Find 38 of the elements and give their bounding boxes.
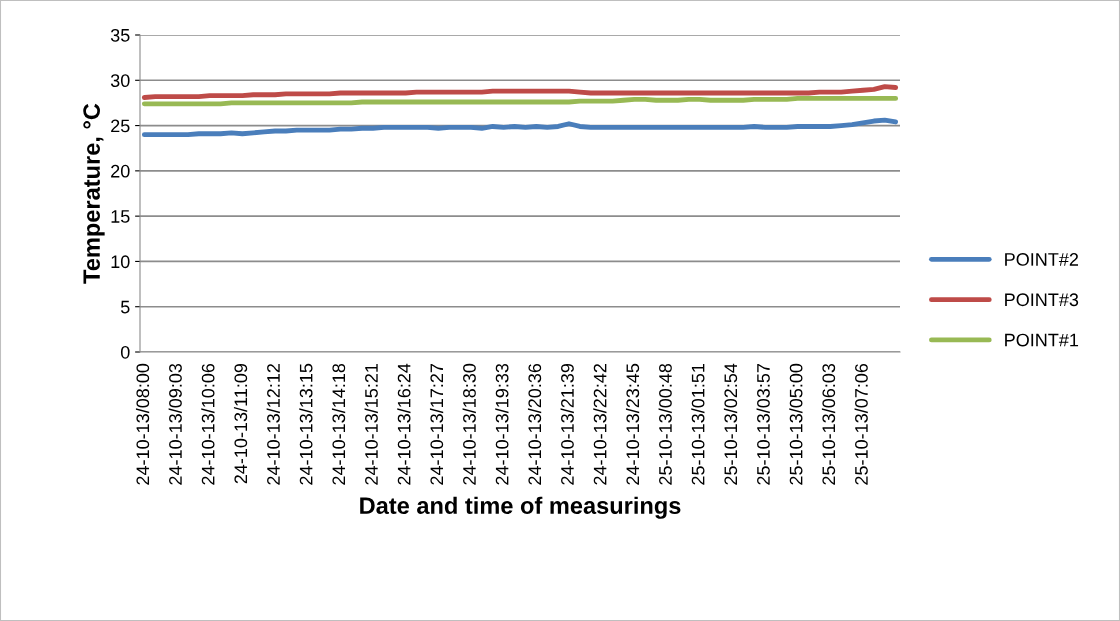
- x-tick-label: 24-10-13/23:45: [625, 363, 640, 485]
- line-series: [141, 117, 899, 138]
- x-tick-label: 24-10-13/18:30: [462, 363, 476, 485]
- y-tick-label: 35: [110, 28, 130, 42]
- x-tick-label: 25-10-13/00:48: [658, 363, 672, 485]
- x-tick-label: 24-10-13/15:21: [364, 363, 378, 485]
- x-tick-label: 24-10-13/22:42: [593, 364, 607, 485]
- x-tick-label: 24-10-13/14:18: [331, 363, 346, 485]
- x-tick-label: 24-10-13/21:39: [560, 363, 574, 485]
- x-tick-label: 24-10-13/16:24: [397, 363, 411, 485]
- x-tick-label: 24-10-13/19:33: [495, 363, 509, 485]
- x-tick-label: 24-10-13/20:36: [527, 363, 542, 485]
- x-tick-label: 25-10-13/03:57: [756, 364, 770, 485]
- x-tick-label: 25-10-13/01:51: [691, 363, 705, 485]
- x-tick-label: 25-10-13/05:00: [789, 363, 803, 485]
- legend-label: POINT#3: [1005, 293, 1079, 307]
- y-tick-label: 20: [111, 164, 130, 178]
- x-tick-label: 25-10-13/02:54: [723, 363, 738, 485]
- x-tick-label: 24-10-13/17:27: [429, 364, 444, 485]
- y-tick-label: 0: [120, 345, 130, 359]
- y-tick-label: 30: [110, 74, 130, 88]
- x-tick-label: 24-10-13/10:06: [201, 363, 215, 485]
- legend-label: POINT#1: [1005, 333, 1079, 347]
- x-tick-label: 24-10-13/08:00: [135, 363, 150, 485]
- x-axis-title: Date and time of measurings: [360, 496, 681, 519]
- y-tick-label: 15: [111, 210, 130, 223]
- line-series: [141, 84, 899, 100]
- x-tick-label: 25-10-13/06:03: [821, 363, 836, 485]
- x-tick-label: 24-10-13/09:03: [168, 363, 182, 485]
- y-tick-label: 25: [111, 119, 130, 133]
- y-tick-label: 5: [120, 300, 130, 314]
- legend-label: POINT#2: [1005, 253, 1079, 266]
- x-tick-label: 25-10-13/07:06: [854, 363, 868, 485]
- y-tick-label: 10: [111, 255, 130, 269]
- x-tick-label: 24-10-13/13:15: [299, 363, 313, 485]
- x-tick-label: 24-10-13/12:12: [266, 364, 280, 485]
- x-tick-label: 24-10-13/11:09: [233, 363, 248, 484]
- y-axis-title: Temperature, °C: [83, 103, 105, 284]
